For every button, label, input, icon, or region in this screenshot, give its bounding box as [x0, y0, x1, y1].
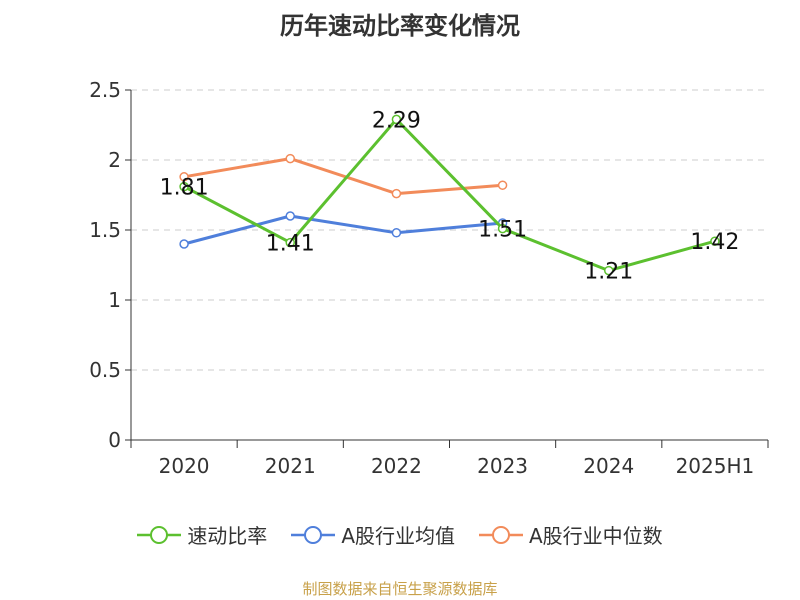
- series-line-1: [183, 214, 503, 246]
- legend-label: A股行业中位数: [529, 524, 663, 548]
- y-tick-label: 2.5: [89, 78, 121, 102]
- legend-item[interactable]: A股行业均值: [291, 520, 455, 549]
- data-point: [179, 239, 189, 249]
- x-tick-label: 2021: [265, 454, 316, 478]
- data-point: [285, 211, 295, 221]
- x-tick-label: 2024: [583, 454, 634, 478]
- data-label: 1.21: [584, 260, 633, 285]
- legend-swatch: [479, 525, 523, 544]
- data-label: 1.41: [266, 232, 315, 257]
- data-point: [391, 188, 402, 199]
- legend-label: 速动比率: [187, 524, 268, 548]
- x-tick-label: 2025H1: [676, 454, 755, 478]
- data-point: [285, 237, 295, 248]
- y-tick-label: 2: [108, 148, 121, 172]
- legend-swatch: [291, 525, 336, 544]
- data-point: [710, 236, 720, 246]
- data-point: [285, 153, 295, 164]
- legend-label: A股行业均值: [341, 524, 455, 548]
- legend-swatch: [137, 525, 182, 544]
- data-point: [604, 265, 614, 276]
- data-label: 1.81: [160, 176, 209, 201]
- y-tick-label: 0.5: [89, 358, 121, 382]
- data-point: [179, 181, 189, 192]
- y-tick-label: 0: [108, 428, 121, 452]
- data-point: [391, 114, 402, 125]
- source-note: 制图数据来自恒生聚源数据库: [302, 580, 498, 598]
- data-point: [497, 180, 508, 190]
- series-line-2: [183, 157, 503, 196]
- data-point: [497, 223, 508, 234]
- x-tick-label: 2022: [371, 454, 422, 478]
- chart-title: 历年速动比率变化情况: [280, 12, 520, 40]
- data-point: [179, 172, 189, 182]
- data-label: 1.42: [690, 230, 739, 255]
- legend: 速动比率 A股行业均值 A股行业中位数: [0, 520, 800, 549]
- series-line-0: [183, 117, 716, 273]
- data-label: 2.29: [372, 108, 421, 133]
- data-label: 1.51: [478, 218, 527, 243]
- y-tick-label: 1.5: [89, 218, 121, 242]
- x-tick-label: 2023: [477, 454, 528, 478]
- x-tick-label: 2020: [159, 454, 210, 478]
- legend-item[interactable]: 速动比率: [137, 520, 267, 549]
- y-tick-label: 1: [108, 288, 121, 312]
- legend-item[interactable]: A股行业中位数: [479, 520, 663, 549]
- data-point: [391, 228, 402, 238]
